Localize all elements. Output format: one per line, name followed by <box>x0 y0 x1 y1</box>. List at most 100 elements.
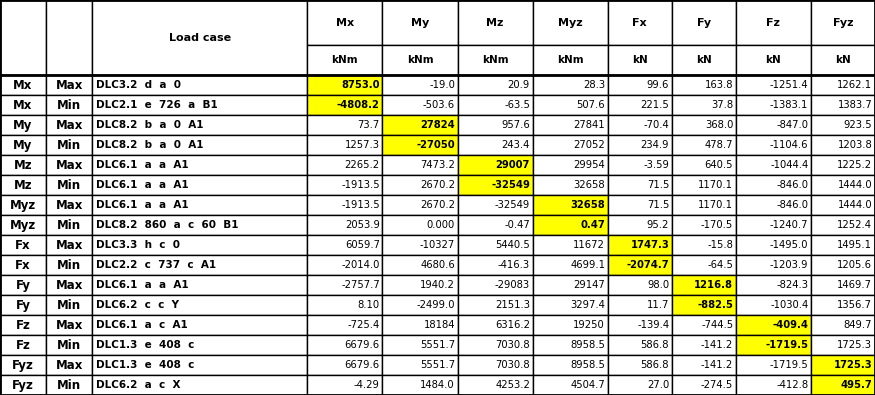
Bar <box>736 195 811 215</box>
Bar <box>608 355 672 375</box>
Text: -15.8: -15.8 <box>707 240 733 250</box>
Text: 27841: 27841 <box>573 120 605 130</box>
Text: 5440.5: 5440.5 <box>495 240 530 250</box>
Bar <box>811 215 875 235</box>
Bar <box>608 275 672 295</box>
Bar <box>0 235 46 255</box>
Text: -1030.4: -1030.4 <box>770 300 808 310</box>
Text: Max: Max <box>55 318 83 331</box>
Text: Fyz: Fyz <box>12 378 34 391</box>
Text: -27050: -27050 <box>416 140 455 150</box>
Text: 2670.2: 2670.2 <box>420 180 455 190</box>
Bar <box>458 375 533 395</box>
Text: Myz: Myz <box>558 18 583 28</box>
Bar <box>458 235 533 255</box>
Text: -139.4: -139.4 <box>637 320 669 330</box>
Bar <box>307 115 382 135</box>
Bar <box>0 215 46 235</box>
Text: 849.7: 849.7 <box>844 320 872 330</box>
Text: 243.4: 243.4 <box>501 140 530 150</box>
Text: Max: Max <box>55 118 83 132</box>
Bar <box>307 195 382 215</box>
Bar <box>736 315 811 335</box>
Text: -725.4: -725.4 <box>347 320 380 330</box>
Bar <box>307 235 382 255</box>
Text: 1940.2: 1940.2 <box>420 280 455 290</box>
Text: -70.4: -70.4 <box>643 120 669 130</box>
Bar <box>811 95 875 115</box>
Text: 7030.8: 7030.8 <box>495 340 530 350</box>
Bar <box>307 215 382 235</box>
Text: -1240.7: -1240.7 <box>770 220 808 230</box>
Bar <box>458 155 533 175</box>
Text: 2053.9: 2053.9 <box>345 220 380 230</box>
Text: -1251.4: -1251.4 <box>770 80 808 90</box>
Bar <box>811 135 875 155</box>
Bar <box>458 175 533 195</box>
Bar <box>382 375 458 395</box>
Text: 1495.1: 1495.1 <box>837 240 872 250</box>
Text: 1225.2: 1225.2 <box>837 160 872 170</box>
Bar <box>382 195 458 215</box>
Text: -1719.5: -1719.5 <box>769 360 808 370</box>
Bar <box>0 375 46 395</box>
Bar <box>736 355 811 375</box>
Text: Fyz: Fyz <box>833 18 853 28</box>
Bar <box>382 155 458 175</box>
Text: Fx: Fx <box>15 258 31 271</box>
Text: Fz: Fz <box>16 318 31 331</box>
Bar <box>811 315 875 335</box>
Bar <box>533 235 608 255</box>
Bar <box>736 0 811 45</box>
Bar <box>307 75 382 95</box>
Bar <box>0 135 46 155</box>
Bar <box>458 215 533 235</box>
Text: 1383.7: 1383.7 <box>837 100 872 110</box>
Bar <box>458 115 533 135</box>
Text: 495.7: 495.7 <box>841 380 872 390</box>
Bar <box>533 135 608 155</box>
Bar <box>0 75 46 95</box>
Bar <box>0 335 46 355</box>
Bar <box>458 275 533 295</box>
Bar <box>533 75 608 95</box>
Text: -63.5: -63.5 <box>504 100 530 110</box>
Text: kN: kN <box>632 55 648 65</box>
Bar <box>458 335 533 355</box>
Text: 368.0: 368.0 <box>705 120 733 130</box>
Bar <box>533 375 608 395</box>
Text: -19.0: -19.0 <box>429 80 455 90</box>
Text: 1444.0: 1444.0 <box>837 180 872 190</box>
Text: 957.6: 957.6 <box>501 120 530 130</box>
Text: 2265.2: 2265.2 <box>345 160 380 170</box>
Text: 1725.3: 1725.3 <box>834 360 872 370</box>
Text: -412.8: -412.8 <box>776 380 808 390</box>
Bar <box>0 315 46 335</box>
Bar <box>458 0 533 45</box>
Text: 18184: 18184 <box>424 320 455 330</box>
Bar <box>92 155 307 175</box>
Text: Fz: Fz <box>766 18 780 28</box>
Bar <box>46 0 92 75</box>
Bar <box>608 135 672 155</box>
Text: 0.000: 0.000 <box>427 220 455 230</box>
Bar <box>672 375 736 395</box>
Bar <box>382 355 458 375</box>
Bar <box>382 315 458 335</box>
Bar <box>811 75 875 95</box>
Text: Min: Min <box>57 299 81 312</box>
Text: -64.5: -64.5 <box>707 260 733 270</box>
Text: 6316.2: 6316.2 <box>495 320 530 330</box>
Bar <box>608 155 672 175</box>
Text: 5551.7: 5551.7 <box>420 340 455 350</box>
Text: 2670.2: 2670.2 <box>420 200 455 210</box>
Bar <box>458 45 533 75</box>
Text: kN: kN <box>766 55 781 65</box>
Bar <box>811 115 875 135</box>
Bar <box>672 275 736 295</box>
Bar <box>608 315 672 335</box>
Bar <box>672 155 736 175</box>
Text: Min: Min <box>57 179 81 192</box>
Bar <box>92 335 307 355</box>
Text: 8958.5: 8958.5 <box>570 360 605 370</box>
